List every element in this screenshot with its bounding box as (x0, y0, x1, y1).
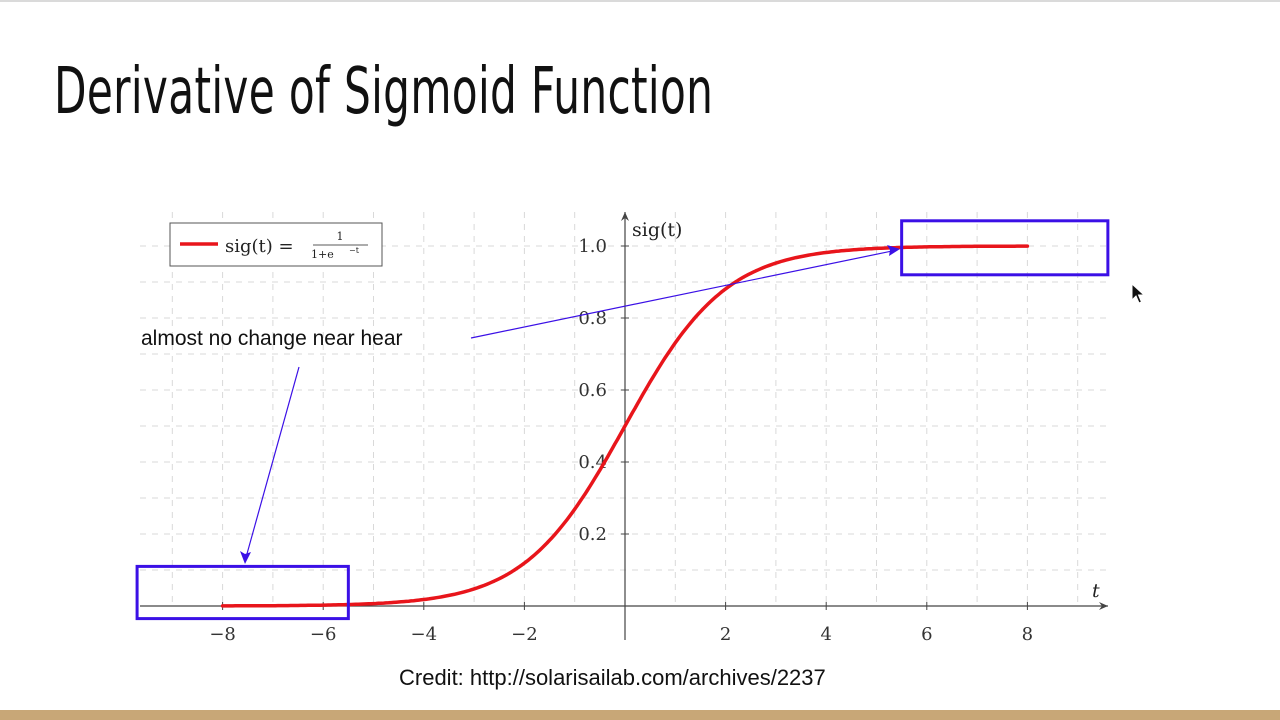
y-tick-label: 0.6 (578, 380, 607, 401)
x-tick-label: 4 (820, 624, 831, 645)
y-tick-label: 0.8 (578, 308, 607, 329)
annotation-text: almost no change near hear (141, 327, 403, 350)
arrowhead-right-icon (887, 245, 900, 256)
chart-grid (140, 212, 1108, 606)
x-tick-label: −8 (209, 624, 236, 645)
arrowhead-left-icon (240, 551, 251, 564)
left-flat-region-box (135, 564, 350, 621)
x-tick-label: 8 (1022, 624, 1033, 645)
x-tick-label: −2 (511, 624, 538, 645)
x-tick-label: −4 (411, 624, 438, 645)
legend-fraction-denominator: 1+e (311, 248, 334, 261)
y-axis-label: sig(t) (632, 219, 682, 241)
slide-title: Derivative of Sigmoid Function (54, 55, 714, 129)
y-tick-label: 0.2 (578, 524, 607, 545)
x-axis-arrowhead (1099, 602, 1108, 610)
credit-text: Credit: http://solarisailab.com/archives… (399, 665, 826, 690)
x-axis-label: t (1092, 580, 1100, 602)
legend-fraction-numerator: 1 (337, 230, 344, 243)
legend-label: sig(t) = (225, 236, 294, 257)
x-tick-label: 2 (720, 624, 731, 645)
chart-highlights (135, 219, 1110, 621)
annotation-arrows (240, 245, 900, 564)
chart-legend: sig(t) = 11+e −t (169, 222, 383, 267)
y-axis-arrowhead (621, 212, 629, 221)
annotation-arrow-right (470, 249, 898, 339)
mouse-cursor-icon (1131, 283, 1145, 304)
bottom-accent-bar (0, 710, 1280, 720)
x-tick-label: −6 (310, 624, 337, 645)
legend-fraction-exponent: −t (349, 246, 360, 255)
top-border (0, 0, 1280, 2)
x-tick-label: 6 (921, 624, 932, 645)
y-tick-label: 1.0 (578, 236, 607, 257)
chart-ticks: −8 −6 −4 −2 2 4 6 80.20.40.60.81.0 (209, 236, 1033, 645)
right-flat-region-box (900, 219, 1110, 277)
annotation-arrow-left (244, 366, 300, 562)
